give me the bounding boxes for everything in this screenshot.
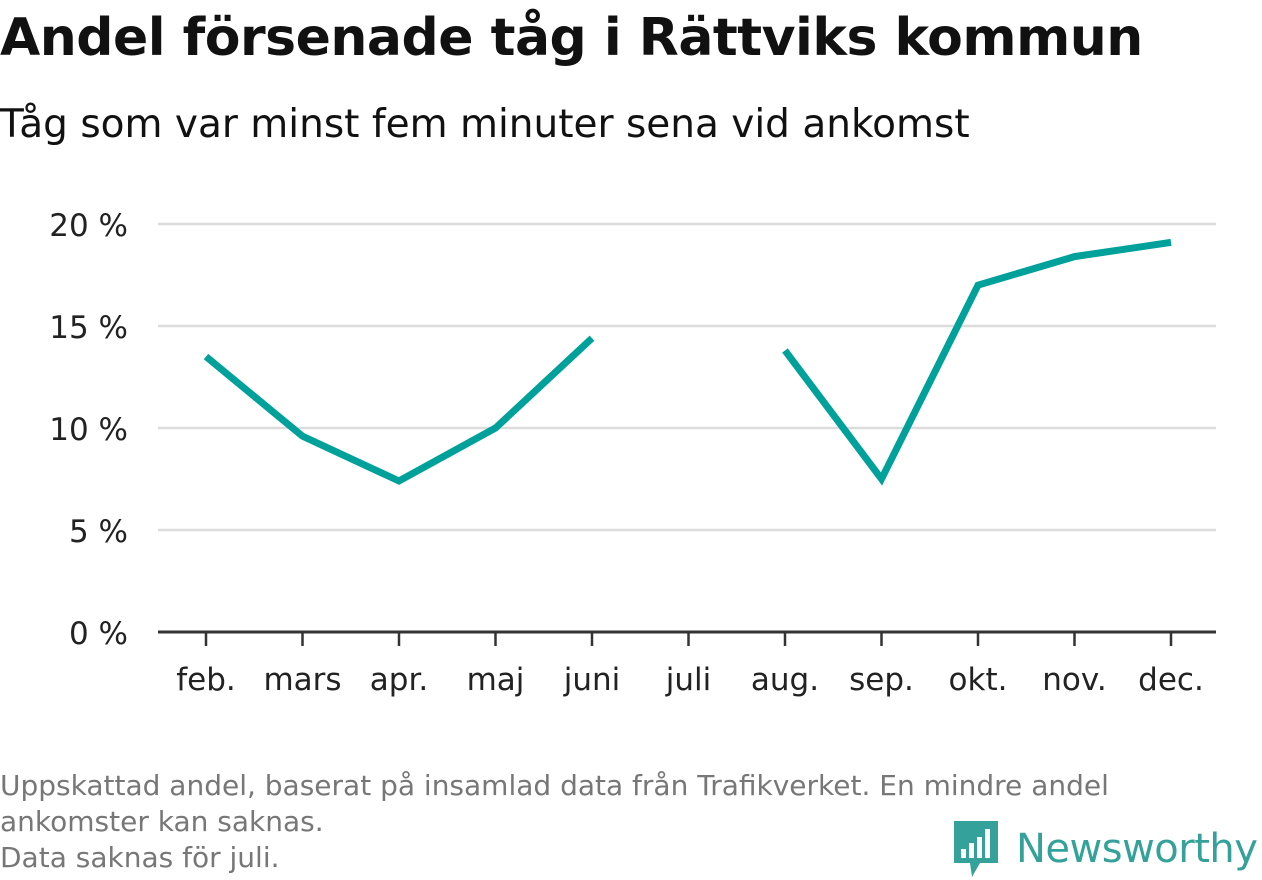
x-tick-label: sep.	[849, 662, 914, 698]
series-lines	[206, 242, 1171, 481]
newsworthy-logo-icon	[950, 819, 1002, 879]
footnote-line-1: Uppskattad andel, baserat på insamlad da…	[0, 768, 1250, 804]
x-tick-label: dec.	[1138, 662, 1204, 698]
x-tick-label: okt.	[949, 662, 1008, 698]
x-tick-label: juli	[665, 662, 712, 698]
x-tick-label: mars	[263, 662, 341, 698]
y-tick-label: 5 %	[69, 514, 128, 550]
y-tick-label: 15 %	[49, 310, 128, 346]
y-tick-label: 20 %	[49, 208, 128, 244]
x-tick-label: juni	[563, 662, 621, 698]
x-tick-label: apr.	[370, 662, 428, 698]
y-tick-label: 10 %	[49, 412, 128, 448]
x-tick-label: nov.	[1042, 662, 1106, 698]
y-tick-label: 0 %	[69, 616, 128, 652]
series-line-segment	[785, 242, 1171, 479]
series-line-segment	[206, 338, 592, 481]
x-tick-label: aug.	[751, 662, 819, 698]
grid-lines	[158, 224, 1216, 530]
brand-logo: Newsworthy	[950, 818, 1257, 880]
x-tick-label: maj	[467, 662, 525, 698]
x-axis	[158, 632, 1216, 646]
y-axis-tick-labels: 0 % 5 % 10 % 15 % 20 %	[49, 208, 128, 652]
brand-name: Newsworthy	[1016, 826, 1257, 872]
x-tick-label: feb.	[176, 662, 236, 698]
x-axis-tick-labels: feb. mars apr. maj juni juli aug. sep. okt. nov. d…	[176, 662, 1204, 698]
